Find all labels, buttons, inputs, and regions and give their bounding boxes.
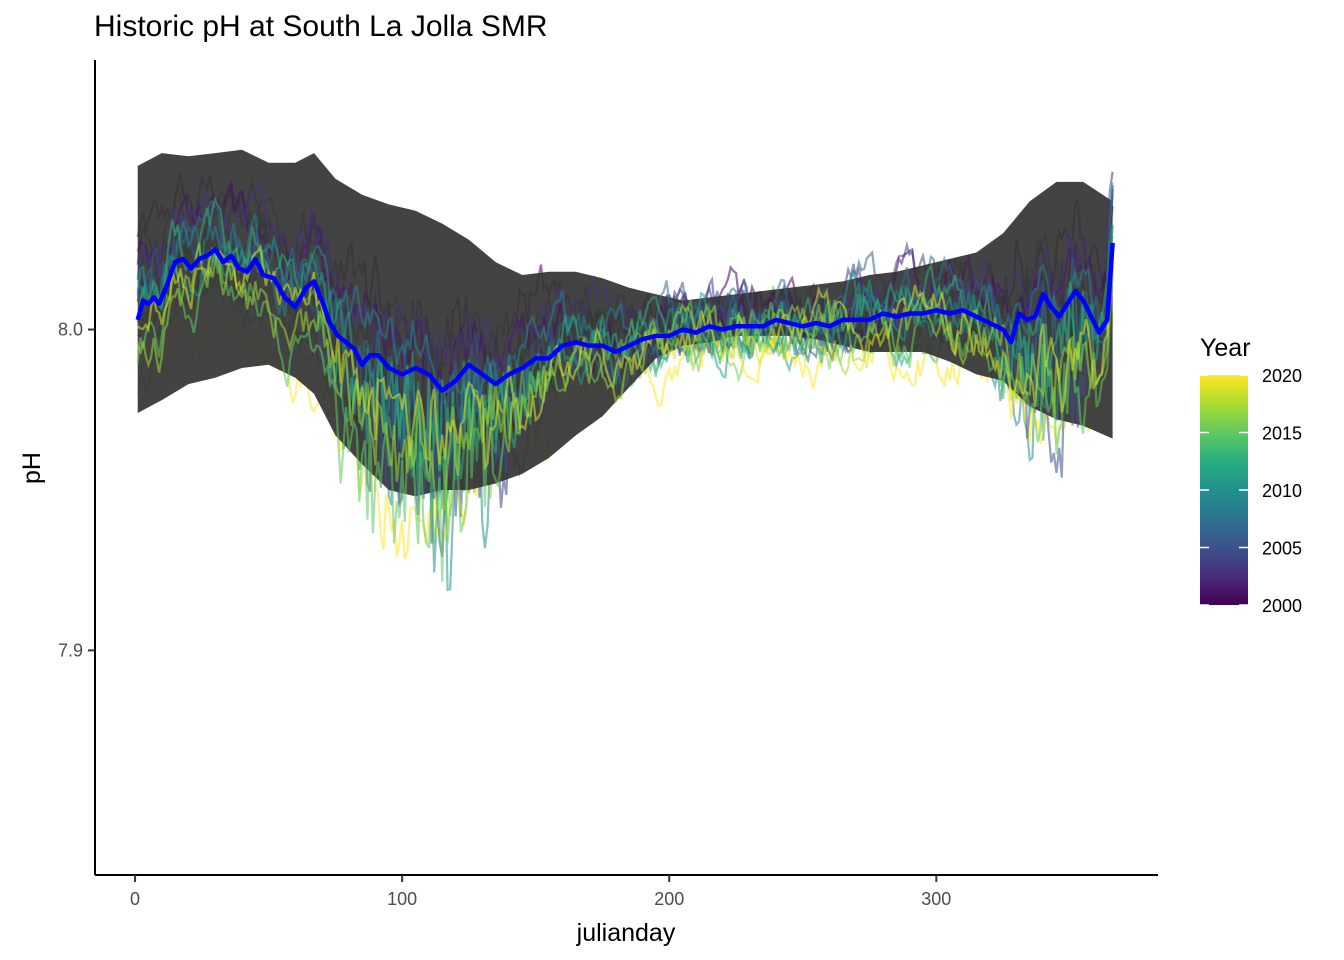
legend-label: 2000: [1262, 596, 1302, 616]
y-axis-ticks: 7.9 8.0: [58, 320, 95, 660]
y-tick-label: 7.9: [58, 640, 83, 660]
x-axis-ticks: 0 100 200 300: [130, 875, 951, 909]
legend-label: 2010: [1262, 481, 1302, 501]
y-tick-label: 8.0: [58, 320, 83, 340]
year-line-2007: [136, 200, 1114, 494]
legend: Year 2020 2015 2010 2005 2000: [1200, 334, 1302, 616]
legend-label: 2005: [1262, 539, 1302, 559]
plot-area: [135, 149, 1115, 592]
year-line-2017: [136, 243, 1114, 516]
x-tick-label: 300: [921, 889, 951, 909]
x-axis-title: julianday: [576, 919, 676, 947]
legend-label: 2015: [1262, 424, 1302, 444]
chart-title: Historic pH at South La Jolla SMR: [94, 10, 548, 43]
legend-title: Year: [1200, 334, 1251, 362]
year-line-2019: [136, 244, 1114, 471]
y-axis-title: pH: [18, 452, 46, 484]
year-lines-overlay-group: [136, 171, 1114, 582]
x-tick-label: 200: [654, 889, 684, 909]
legend-label: 2020: [1262, 366, 1302, 386]
x-tick-label: 0: [130, 889, 140, 909]
mean-line: [135, 242, 1115, 393]
x-tick-label: 100: [387, 889, 417, 909]
legend-ticks: 2020 2015 2010 2005 2000: [1200, 366, 1302, 616]
